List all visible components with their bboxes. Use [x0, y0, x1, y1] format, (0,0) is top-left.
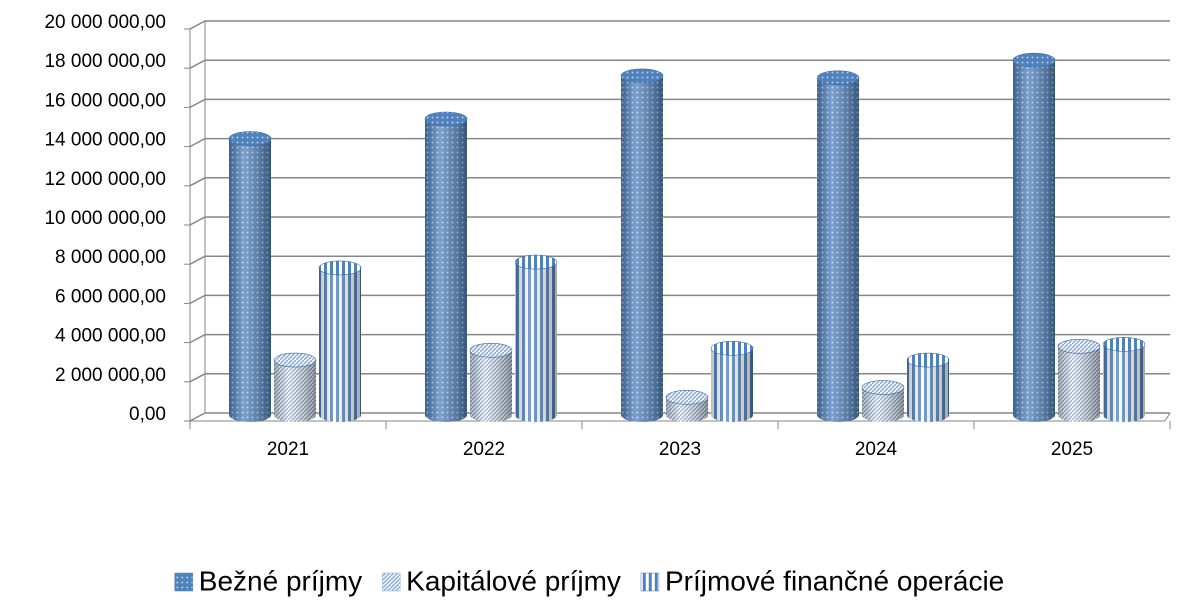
bar-top [469, 342, 513, 358]
x-tick-label: 2025 [1051, 439, 1093, 460]
x-tick-label: 2022 [463, 439, 505, 460]
x-tick-label: 2023 [659, 439, 701, 460]
bar-top [906, 352, 950, 368]
bar [665, 390, 709, 422]
bar-shade [1013, 60, 1055, 422]
bar-top [424, 111, 468, 127]
bar [1102, 337, 1146, 422]
bar [318, 260, 362, 422]
y-tick-label: 14 000 000,00 [44, 130, 166, 151]
y-tick-label: 20 000 000,00 [44, 12, 166, 33]
bar-top [1012, 52, 1056, 68]
bar-shade [470, 350, 512, 422]
bar [1057, 339, 1101, 422]
bar-shade [319, 267, 361, 422]
bar [514, 254, 558, 422]
bar-shade [274, 360, 316, 422]
bar [816, 70, 860, 422]
grid-line [189, 59, 1170, 69]
legend-label: Bežné príjmy [199, 565, 362, 596]
bar [906, 352, 950, 422]
y-tick-label: 2 000 000,00 [55, 365, 166, 386]
bar-shade [425, 119, 467, 422]
y-tick-label: 4 000 000,00 [55, 326, 166, 347]
bar [273, 352, 317, 422]
bar-shade [907, 360, 949, 422]
y-tick-label: 6 000 000,00 [55, 286, 166, 307]
bar-top [710, 341, 754, 356]
legend-swatch [381, 572, 401, 592]
bar-top [620, 68, 664, 84]
y-tick-label: 12 000 000,00 [44, 169, 166, 190]
x-tick-label: 2024 [855, 439, 898, 460]
bar [620, 68, 664, 422]
legend-label: Kapitálové príjmy [406, 565, 621, 596]
bar [861, 380, 905, 422]
bar-shade [862, 387, 904, 422]
bar-top [861, 380, 905, 395]
y-tick-label: 18 000 000,00 [44, 51, 166, 72]
bar-top [318, 260, 362, 276]
bar-shade [621, 75, 663, 422]
bar-top [665, 390, 709, 405]
y-tick-label: 8 000 000,00 [55, 247, 166, 268]
legend-label: Príjmové finančné operácie [665, 565, 1004, 596]
bar-top [514, 254, 558, 270]
bar [228, 131, 272, 422]
bar-shade [1103, 344, 1145, 422]
bar-top [273, 352, 317, 368]
bar-shade [817, 77, 859, 422]
bar [710, 341, 754, 422]
y-tick-label: 0,00 [129, 404, 166, 425]
grid-line [189, 20, 1170, 30]
bar-shade [1058, 346, 1100, 422]
bar-shade [711, 348, 753, 422]
bar-top [1057, 339, 1101, 354]
bar [1012, 52, 1056, 422]
floor-right [1164, 412, 1171, 422]
y-tick-label: 16 000 000,00 [44, 90, 166, 111]
bar [469, 342, 513, 422]
legend-swatch [174, 572, 194, 592]
bar-top [228, 131, 272, 146]
legend: Bežné príjmy Kapitálové príjmy Príjmové fi… [174, 565, 1004, 596]
bar [424, 111, 468, 422]
bar-shade [515, 262, 557, 422]
legend-swatch [640, 572, 660, 592]
y-tick-label: 10 000 000,00 [44, 208, 166, 229]
bar-top [1102, 337, 1146, 352]
bar-top [816, 70, 860, 86]
bar-shade [229, 138, 271, 422]
x-tick-label: 2021 [267, 439, 309, 460]
